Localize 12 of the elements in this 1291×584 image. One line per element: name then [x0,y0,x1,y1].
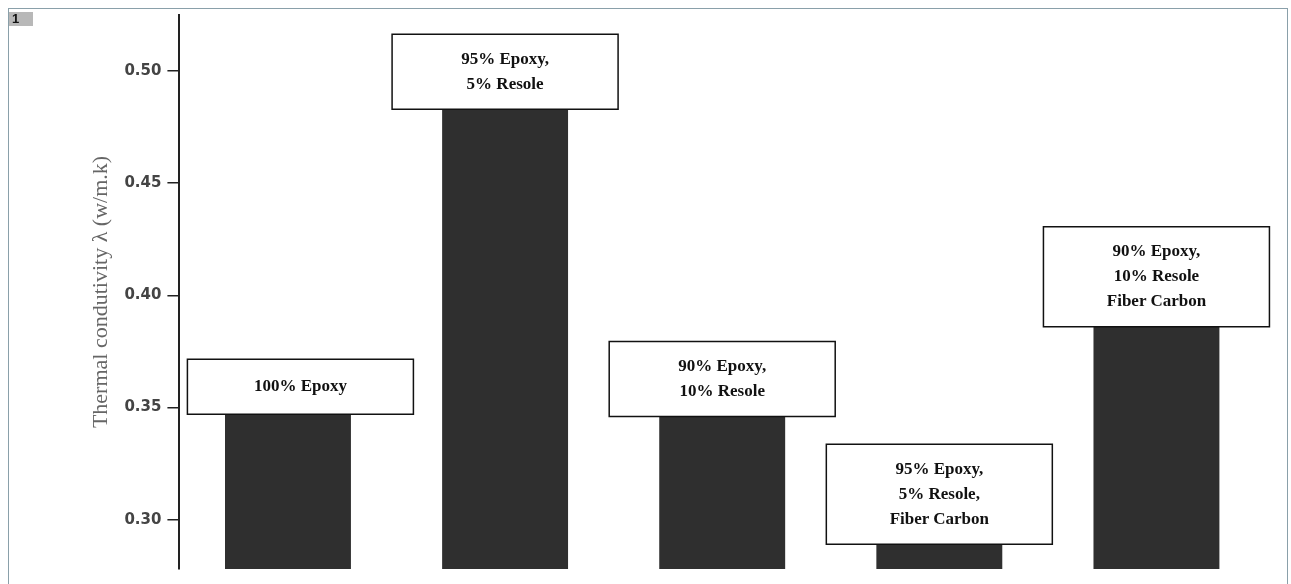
x-tick-label: 90% Epoxy, 10% Resole [678,355,767,400]
x-tick-label: 90% Epoxy, 10% Resole Fiber Carbon [1106,241,1207,311]
y-tick-label: 0.35 [124,397,162,416]
x-tick-label: 95% Epoxy, 5% Resole [461,48,550,93]
y-tick-label: 0.45 [124,173,162,192]
text: 1 [9,11,34,26]
x-tick-label: 95% Epoxy, 5% Resole, Fiber Carbon [889,458,990,528]
y-axis-title: Thermal condutivity λ (w/m.k) [86,155,112,429]
y-tick-label: 0.50 [124,60,162,79]
x-tick-label: 100% Epoxy [253,376,348,396]
y-tick-label: 0.30 [124,509,162,528]
y-tick-label: 0.40 [124,285,162,304]
